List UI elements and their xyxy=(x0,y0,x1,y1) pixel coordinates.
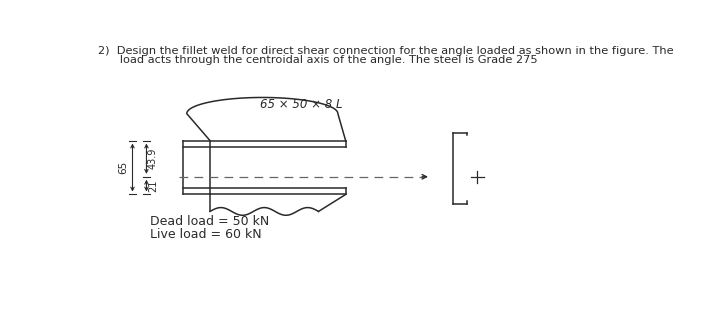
Text: 43.9: 43.9 xyxy=(148,148,158,169)
Text: Dead load = 50 kN: Dead load = 50 kN xyxy=(150,215,270,228)
Text: 2)  Design the fillet weld for direct shear connection for the angle loaded as s: 2) Design the fillet weld for direct she… xyxy=(98,46,673,56)
Text: 65: 65 xyxy=(119,161,129,174)
Text: load acts through the centroidal axis of the angle. The steel is Grade 275: load acts through the centroidal axis of… xyxy=(98,55,537,65)
Text: 65 × 50 × 8 L: 65 × 50 × 8 L xyxy=(260,98,343,111)
Text: 21: 21 xyxy=(148,179,158,192)
Text: Live load = 60 kN: Live load = 60 kN xyxy=(150,228,262,241)
